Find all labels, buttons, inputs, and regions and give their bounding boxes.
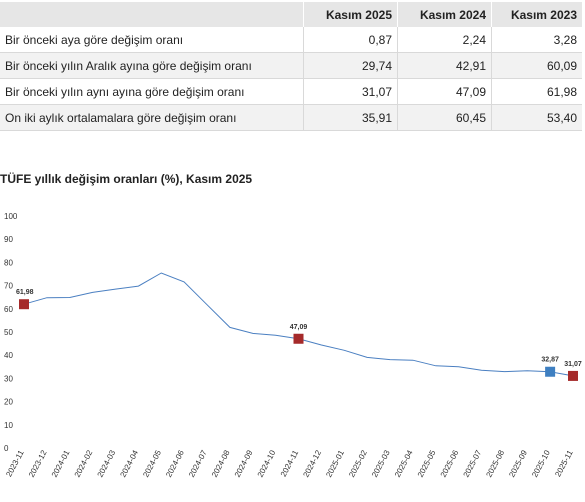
line-chart: 0 10 20 30 40 50 60 70 80 90 100 2023-11 2023-12 202…: [4, 212, 582, 479]
cell-value: 2,24: [397, 27, 492, 53]
header-kasim-2025: Kasım 2025: [303, 2, 398, 27]
y-tick-label: 100: [4, 212, 18, 221]
cell-value: 42,91: [397, 52, 492, 79]
x-tick-label: 2025-05: [416, 448, 438, 479]
x-tick-label: 2025-09: [507, 448, 529, 479]
cell-value: 0,87: [303, 27, 398, 53]
cell-value: 31,07: [303, 78, 398, 105]
y-tick-label: 10: [4, 421, 13, 430]
x-tick-label: 2025-08: [484, 448, 506, 479]
x-tick-label: 2024-12: [301, 448, 323, 479]
y-tick-label: 60: [4, 305, 13, 314]
x-tick-label: 2024-09: [233, 448, 255, 479]
y-tick-label: 20: [4, 398, 13, 407]
row-label: On iki aylık ortalamalara göre değişim o…: [0, 104, 304, 131]
x-tick-label: 2024-04: [118, 448, 140, 479]
x-tick-label: 2025-02: [347, 448, 369, 479]
x-tick-label: 2025-11: [553, 448, 575, 478]
header-kasim-2023: Kasım 2023: [491, 2, 582, 27]
x-tick-label: 2024-05: [141, 448, 163, 479]
x-axis: 2023-11 2023-12 2024-01 2024-02 2024-03 2024-…: [4, 448, 575, 479]
y-tick-label: 40: [4, 351, 13, 360]
table-header-row: Kasım 2025 Kasım 2024 Kasım 2023: [0, 2, 582, 27]
y-tick-label: 70: [4, 282, 13, 291]
row-label: Bir önceki aya göre değişim oranı: [0, 27, 304, 53]
x-tick-label: 2024-10: [256, 448, 278, 479]
data-point-marker: [545, 366, 556, 377]
data-label: 32,87: [541, 357, 559, 364]
x-tick-label: 2025-04: [393, 448, 415, 479]
row-label: Bir önceki yılın Aralık ayına göre değiş…: [0, 52, 304, 79]
x-tick-label: 2024-01: [50, 448, 72, 479]
x-tick-label: 2024-03: [96, 448, 118, 479]
y-tick-label: 30: [4, 374, 13, 383]
x-tick-label: 2024-07: [187, 448, 209, 479]
row-label: Bir önceki yılın aynı ayına göre değişim…: [0, 78, 304, 105]
table-row: Bir önceki yılın aynı ayına göre değişim…: [0, 78, 582, 105]
y-tick-label: 90: [4, 235, 13, 244]
cell-value: 35,91: [303, 104, 398, 131]
y-axis: 0 10 20 30 40 50 60 70 80 90 100: [4, 212, 18, 453]
y-tick-label: 80: [4, 258, 13, 267]
cell-value: 3,28: [491, 27, 582, 53]
x-tick-label: 2025-10: [530, 448, 552, 479]
data-point-marker: [568, 370, 578, 381]
cell-value: 47,09: [397, 78, 492, 105]
data-point-marker: [19, 299, 29, 310]
x-tick-label: 2025-03: [370, 448, 392, 479]
cell-value: 60,45: [397, 104, 492, 131]
table-row: On iki aylık ortalamalara göre değişim o…: [0, 104, 582, 131]
chart-title: TÜFE yıllık değişim oranları (%), Kasım …: [0, 172, 253, 186]
data-label: 31,07: [564, 361, 582, 368]
header-kasim-2024: Kasım 2024: [397, 2, 492, 27]
data-label: 61,98: [16, 289, 34, 296]
x-tick-label: 2023-12: [27, 448, 49, 479]
table-row: Bir önceki aya göre değişim oranı 0,87 2…: [0, 27, 582, 53]
y-tick-label: 0: [4, 444, 9, 453]
data-label: 47,09: [290, 324, 308, 331]
table-row: Bir önceki yılın Aralık ayına göre değiş…: [0, 52, 582, 79]
x-tick-label: 2025-07: [462, 448, 484, 479]
x-tick-label: 2024-08: [210, 448, 232, 479]
statistics-table: Kasım 2025 Kasım 2024 Kasım 2023 Bir önc…: [0, 2, 582, 131]
cell-value: 61,98: [491, 78, 582, 105]
x-tick-label: 2024-11: [279, 448, 301, 478]
cell-value: 29,74: [303, 52, 398, 79]
x-tick-label: 2024-02: [73, 448, 95, 479]
plot-area: 61,98 47,09 32,87 31,07: [16, 272, 582, 381]
cell-value: 60,09: [491, 52, 582, 79]
cell-value: 53,40: [491, 104, 582, 131]
header-blank: [0, 2, 304, 27]
x-tick-label: 2025-06: [439, 448, 461, 479]
data-point-marker: [293, 333, 304, 344]
y-tick-label: 50: [4, 328, 13, 337]
x-tick-label: 2024-06: [164, 448, 186, 479]
x-tick-label: 2025-01: [324, 448, 346, 479]
